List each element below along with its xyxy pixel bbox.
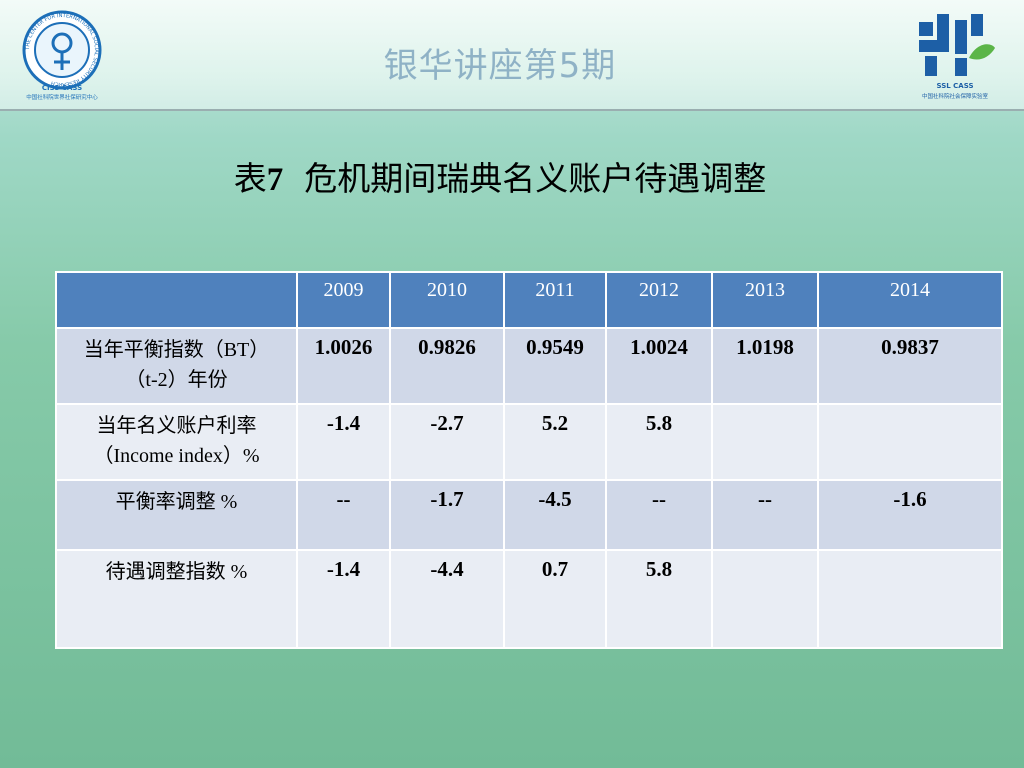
table-cell: 5.8 (605, 549, 713, 649)
column-header-2009: 2009 (296, 271, 391, 329)
table-cell (711, 403, 819, 481)
table-row-balance-index: 当年平衡指数（BT） （t-2）年份 1.0026 0.9826 0.9549 1… (55, 327, 1003, 405)
table-row-benefit-adjustment: 待遇调整指数 % -1.4 -4.4 0.7 5.8 (55, 549, 1003, 649)
row-label-line2: （t-2）年份 (125, 369, 228, 391)
row-label: 当年平衡指数（BT） （t-2）年份 (55, 327, 298, 405)
title-number: 7 (266, 162, 284, 198)
table-cell: -1.6 (817, 479, 1003, 551)
ssl-cass-emblem-icon: SSL CASS 中国社科院社会保障实验室 (919, 14, 995, 100)
right-logo-subtitle: 中国社科院社会保障实验室 (922, 92, 989, 100)
row-label-line1: 平衡率调整 % (115, 491, 238, 513)
series-title: 银华讲座第5期 (383, 46, 617, 86)
table-cell: -1.4 (296, 549, 391, 649)
table-cell: 0.9549 (503, 327, 607, 405)
table-cell: 1.0024 (605, 327, 713, 405)
table-cell (817, 549, 1003, 649)
row-label-line1: 待遇调整指数 % (105, 561, 248, 583)
table-cell: -2.7 (389, 403, 505, 481)
table-cell: 0.9826 (389, 327, 505, 405)
right-logo-abbr: SSL CASS (937, 82, 974, 90)
left-logo-abbr: CISS CASS (42, 84, 82, 92)
table-cell: -4.5 (503, 479, 607, 551)
table-cell (817, 403, 1003, 481)
table-cell: -1.4 (296, 403, 391, 481)
column-header-2014: 2014 (817, 271, 1003, 329)
row-label: 平衡率调整 % (55, 479, 298, 551)
table-cell: 5.2 (503, 403, 607, 481)
header-divider (0, 109, 1024, 111)
title-text: 危机期间瑞典名义账户待遇调整 (304, 159, 767, 198)
column-header-2011: 2011 (503, 271, 607, 329)
column-header-2010: 2010 (389, 271, 505, 329)
table-cell: 0.9837 (817, 327, 1003, 405)
table-cell: -1.7 (389, 479, 505, 551)
column-header-empty (55, 271, 298, 329)
table-cell: 1.0026 (296, 327, 391, 405)
left-logo-subtitle: 中国社科院世界社保研究中心 (26, 93, 98, 101)
benefit-adjustment-table: 2009 2010 2011 2012 2013 2014 当年平衡指数（BT）… (55, 271, 1003, 649)
table-row-income-index: 当年名义账户利率 （Income index）% -1.4 -2.7 5.2 5.… (55, 403, 1003, 481)
table-cell: 1.0198 (711, 327, 819, 405)
table-cell: -- (296, 479, 391, 551)
table-row-balance-adjustment: 平衡率调整 % -- -1.7 -4.5 -- -- -1.6 (55, 479, 1003, 551)
row-label-line1: 当年名义账户利率 (96, 415, 257, 437)
table-cell: 0.7 (503, 549, 607, 649)
table-cell: -- (605, 479, 713, 551)
column-header-2012: 2012 (605, 271, 713, 329)
column-header-2013: 2013 (711, 271, 819, 329)
table-cell (711, 549, 819, 649)
table-header-row: 2009 2010 2011 2012 2013 2014 (55, 271, 1003, 329)
row-label-line1: 当年平衡指数（BT） (83, 339, 270, 361)
title-prefix: 表 (233, 159, 267, 198)
row-label: 当年名义账户利率 （Income index）% (55, 403, 298, 481)
table-cell: -- (711, 479, 819, 551)
ciss-cass-emblem-icon: THE CENTER FOR INTERNATIONAL SOCIAL SECU… (22, 10, 102, 101)
slide-header (0, 0, 1024, 110)
table-cell: 5.8 (605, 403, 713, 481)
row-label-line2: （Income index）% (93, 445, 260, 467)
table-cell: -4.4 (389, 549, 505, 649)
slide-title: 表7 危机期间瑞典名义账户待遇调整 (0, 152, 1000, 200)
row-label: 待遇调整指数 % (55, 549, 298, 649)
